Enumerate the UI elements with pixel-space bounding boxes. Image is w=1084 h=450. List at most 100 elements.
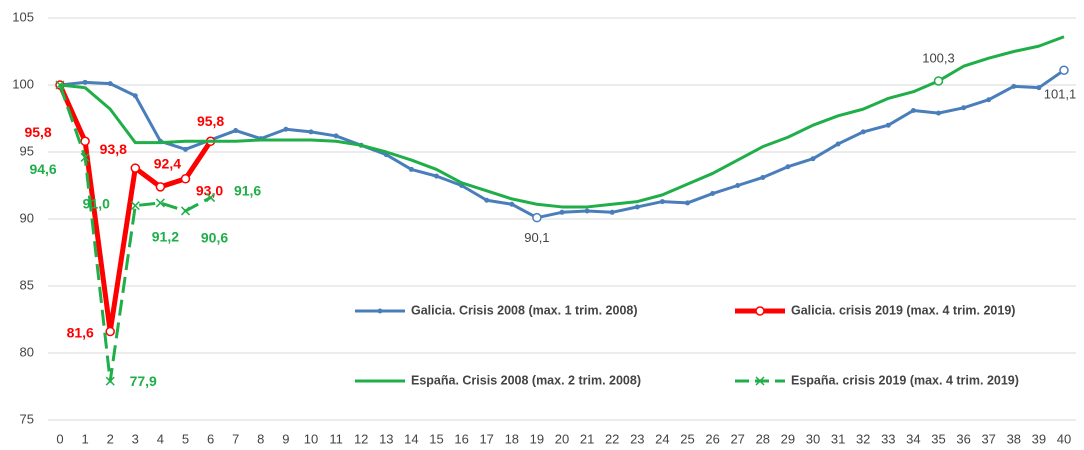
y-tick-label: 100: [12, 76, 34, 91]
y-tick-label: 95: [20, 143, 34, 158]
x-tick-label: 3: [132, 431, 139, 446]
data-label: 91,0: [83, 195, 110, 211]
x-tick-label: 23: [630, 431, 644, 446]
point: [130, 201, 140, 211]
point: [206, 193, 216, 203]
data-label: 94,6: [29, 161, 56, 177]
x-tick-label: 31: [831, 431, 845, 446]
data-label: 91,2: [152, 229, 179, 245]
x-tick-label: 7: [232, 431, 239, 446]
point: [132, 93, 138, 99]
point: [434, 173, 439, 179]
x-tick-label: 30: [806, 431, 820, 446]
x-tick-label: 27: [730, 431, 744, 446]
point: [532, 212, 542, 223]
x-tick-label: 38: [1007, 431, 1021, 446]
x-tick-label: 33: [881, 431, 895, 446]
point: [180, 206, 191, 216]
x-tick-label: 1: [81, 431, 88, 446]
point: [961, 105, 967, 111]
x-tick-label: 37: [981, 431, 995, 446]
data-label: 81,6: [67, 324, 94, 340]
point: [283, 126, 289, 132]
point: [936, 110, 941, 116]
x-tick-label: 10: [304, 431, 318, 446]
point: [105, 376, 115, 386]
y-tick-label: 85: [20, 277, 34, 292]
point: [509, 201, 515, 207]
x-tick-label: 36: [956, 431, 970, 446]
point: [910, 107, 916, 113]
point: [484, 197, 490, 203]
x-tick-label: 34: [906, 431, 920, 446]
y-tick-label: 105: [12, 9, 34, 24]
point: [986, 97, 992, 103]
x-tick-label: 39: [1032, 431, 1046, 446]
point: [735, 183, 741, 188]
x-tick-label: 20: [555, 431, 569, 446]
x-tick-label: 18: [505, 431, 519, 446]
x-tick-label: 35: [931, 431, 945, 446]
legend-label: España. Crisis 2008 (max. 2 trim. 2008): [411, 373, 641, 387]
legend-label: España. crisis 2019 (max. 4 trim. 2019): [791, 373, 1019, 387]
point: [835, 141, 841, 147]
legend-label: Galicia. Crisis 2008 (max. 1 trim. 2008): [411, 303, 638, 317]
x-tick-label: 24: [655, 431, 669, 446]
point: [180, 174, 191, 184]
legend-marker: [377, 308, 383, 314]
x-tick-label: 32: [856, 431, 870, 446]
x-tick-label: 40: [1057, 431, 1071, 446]
x-tick-label: 11: [329, 431, 343, 446]
legend-label: Galicia. crisis 2019 (max. 4 trim. 2019): [791, 303, 1015, 317]
point: [333, 133, 339, 139]
point: [233, 128, 239, 134]
point: [130, 163, 141, 173]
x-tick-label: 9: [282, 431, 289, 446]
x-tick-label: 6: [207, 431, 214, 446]
point: [105, 326, 115, 337]
x-tick-label: 2: [107, 431, 114, 446]
x-tick-label: 13: [379, 431, 393, 446]
series-line: [59, 35, 1065, 209]
data-label: 100,3: [922, 50, 955, 65]
point: [760, 174, 766, 180]
x-tick-label: 29: [781, 431, 795, 446]
point: [785, 164, 791, 170]
point: [1011, 83, 1017, 89]
point: [80, 136, 90, 147]
x-tick-label: 16: [454, 431, 468, 446]
data-label: 95,8: [197, 113, 224, 129]
legend-marker: [755, 306, 765, 316]
y-tick-label: 80: [20, 344, 34, 359]
point: [183, 146, 188, 152]
point: [685, 200, 690, 206]
point: [155, 198, 165, 208]
point: [408, 166, 414, 172]
x-tick-label: 21: [580, 431, 594, 446]
point: [559, 209, 565, 215]
point: [308, 129, 314, 135]
x-tick-label: 25: [680, 431, 694, 446]
point: [609, 209, 615, 215]
data-label: 93,8: [100, 141, 127, 157]
point: [634, 204, 640, 210]
point: [810, 156, 816, 162]
data-label: 93,0: [196, 183, 223, 199]
y-tick-label: 75: [20, 411, 34, 426]
data-label: 90,6: [201, 230, 228, 246]
x-tick-label: 0: [56, 431, 63, 446]
y-tick-label: 90: [20, 210, 34, 225]
point: [584, 208, 590, 214]
x-tick-label: 15: [429, 431, 443, 446]
data-label: 101,1: [1044, 87, 1077, 102]
x-tick-label: 8: [257, 431, 264, 446]
x-tick-label: 28: [756, 431, 770, 446]
point: [885, 122, 891, 128]
data-label: 77,9: [130, 373, 157, 389]
point: [710, 191, 716, 197]
x-tick-label: 5: [182, 431, 189, 446]
data-label: 90,1: [524, 230, 549, 245]
point: [933, 76, 944, 86]
x-tick-label: 12: [354, 431, 368, 446]
data-label: 92,4: [154, 156, 181, 172]
